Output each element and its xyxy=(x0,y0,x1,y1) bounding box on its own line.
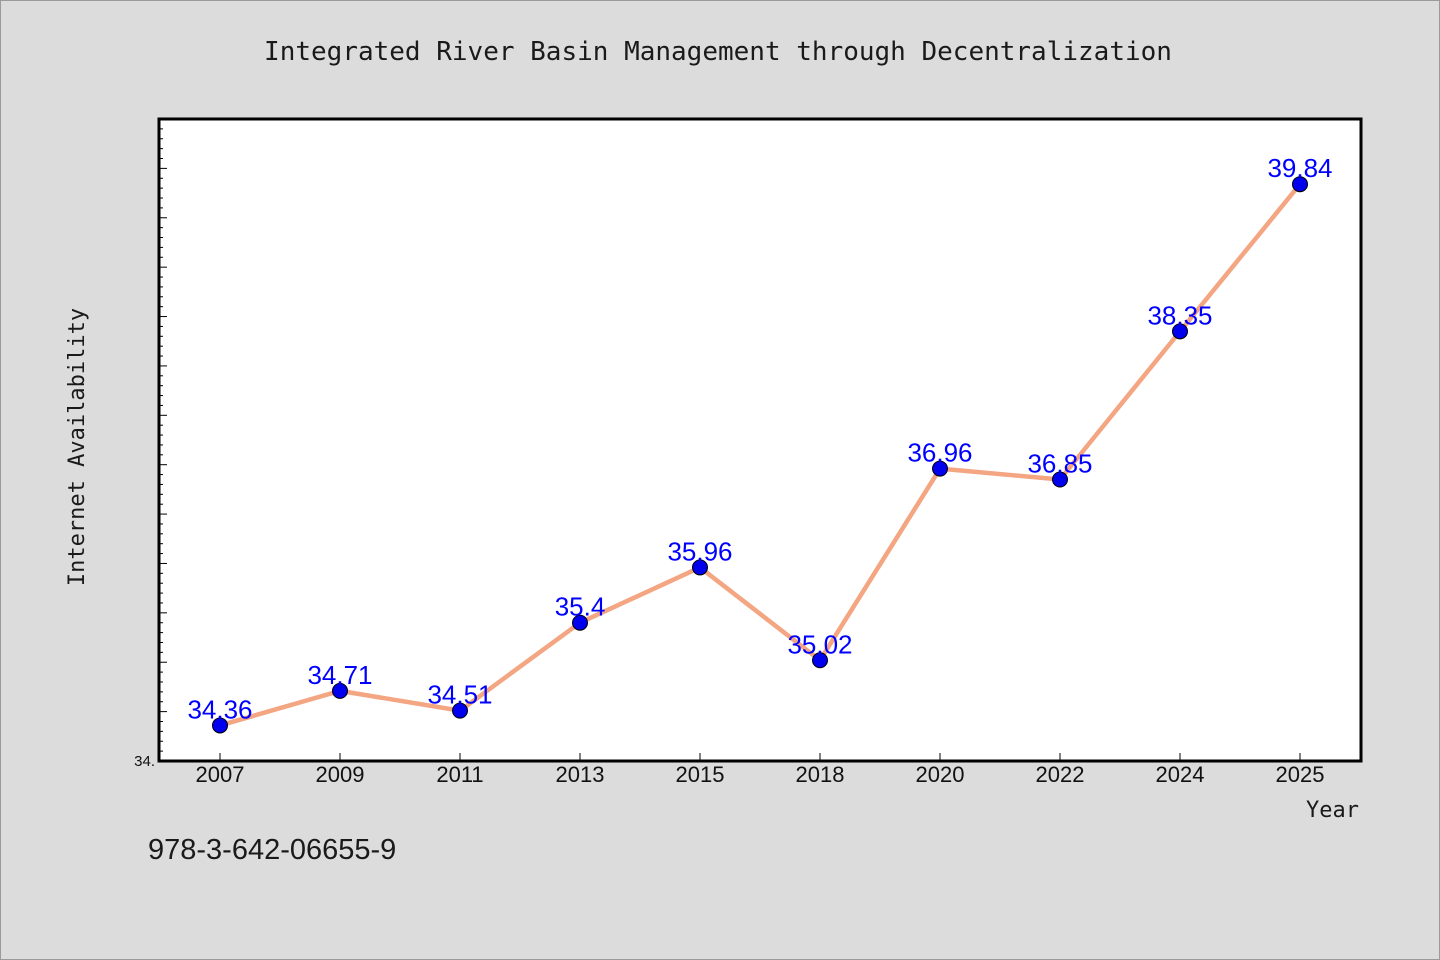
data-label: 36.96 xyxy=(907,438,972,468)
data-label: 35.4 xyxy=(555,592,606,622)
data-label: 35.96 xyxy=(667,536,732,566)
data-label: 39.84 xyxy=(1267,153,1332,183)
data-point xyxy=(812,652,828,669)
x-tick-label: 2025 xyxy=(1276,762,1325,787)
y-axis-title: Internet Availability xyxy=(65,308,90,586)
data-point xyxy=(452,702,468,719)
isbn-text: 978-3-642-06655-9 xyxy=(148,834,397,866)
data-label: 38.35 xyxy=(1147,300,1212,330)
x-tick-label: 2022 xyxy=(1036,762,1085,787)
y-tick-label: 34. xyxy=(134,753,155,770)
data-label: 35.02 xyxy=(787,629,852,659)
x-tick-label: 2024 xyxy=(1156,762,1205,787)
y-axis-ticks xyxy=(159,118,167,762)
data-point xyxy=(1172,323,1188,340)
series-line-group xyxy=(217,181,1303,728)
data-label: 34.51 xyxy=(427,680,492,710)
data-point xyxy=(572,614,588,631)
data-markers xyxy=(212,176,1308,734)
x-tick-label: 2018 xyxy=(796,762,845,787)
data-labels: 34.36 34.71 34.51 35.4 35.96 35.02 36.96 36.85 3… xyxy=(187,153,1332,724)
data-point xyxy=(692,559,708,576)
data-point xyxy=(212,717,228,734)
data-point xyxy=(1292,176,1308,193)
data-point xyxy=(332,682,348,699)
x-tick-label: 2011 xyxy=(436,762,483,787)
x-tick-label: 2013 xyxy=(556,762,605,787)
x-tick-label: 2015 xyxy=(676,762,725,787)
data-point xyxy=(932,460,948,477)
data-point xyxy=(1052,471,1068,488)
x-axis-title: Year xyxy=(1306,798,1359,823)
x-tick-label: 2020 xyxy=(916,762,965,787)
data-label: 34.71 xyxy=(307,660,372,690)
series-line xyxy=(217,181,1303,728)
x-axis-ticks xyxy=(219,753,1301,761)
x-tick-label: 2007 xyxy=(196,762,245,787)
data-label: 34.36 xyxy=(187,694,252,724)
x-tick-labels: 2007 2009 2011 2013 2015 2018 2020 2022 2024 2025 xyxy=(196,762,1325,787)
x-tick-label: 2009 xyxy=(316,762,365,787)
chart-title: Integrated River Basin Management throug… xyxy=(264,37,1172,67)
data-label: 36.85 xyxy=(1027,449,1092,479)
plot-area xyxy=(157,117,1363,763)
